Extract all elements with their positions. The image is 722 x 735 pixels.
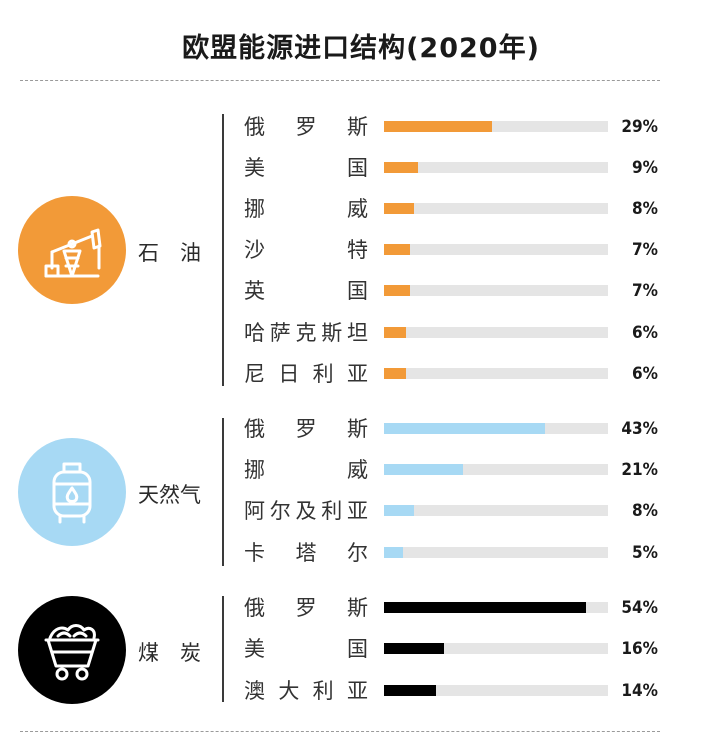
bar-track <box>384 547 608 558</box>
value-label: 6% <box>632 323 658 343</box>
bar-row: 阿尔及利亚 8% <box>0 499 722 523</box>
value-label: 21% <box>621 460 658 480</box>
bar-track <box>384 505 608 516</box>
bar-track <box>384 643 608 654</box>
value-label: 29% <box>621 117 658 137</box>
bar-row: 挪威 8% <box>0 197 722 221</box>
value-label: 6% <box>632 364 658 384</box>
value-label: 16% <box>621 639 658 659</box>
bar-fill <box>384 285 410 296</box>
gas-bracket-line <box>222 418 224 566</box>
coal-bracket-line <box>222 596 224 702</box>
country-label: 卡塔尔 <box>244 541 368 565</box>
country-label: 尼日利亚 <box>244 362 368 386</box>
bar-row: 尼日利亚 6% <box>0 362 722 386</box>
group-label-coal: 煤 炭 <box>138 641 201 665</box>
bar-row: 英国 7% <box>0 279 722 303</box>
bar-row: 俄罗斯 54% <box>0 596 722 620</box>
bar-track <box>384 464 608 475</box>
bar-fill <box>384 505 414 516</box>
gas-circle <box>18 438 126 546</box>
country-label: 沙特 <box>244 238 368 262</box>
country-label: 俄罗斯 <box>244 596 368 620</box>
gas-cylinder-icon <box>52 462 92 524</box>
bar-track <box>384 162 608 173</box>
bar-track <box>384 423 608 434</box>
value-label: 43% <box>621 419 658 439</box>
bar-fill <box>384 244 410 255</box>
bar-fill <box>384 685 436 696</box>
bar-fill <box>384 203 414 214</box>
value-label: 7% <box>632 281 658 301</box>
country-label: 美国 <box>244 156 368 180</box>
value-label: 8% <box>632 199 658 219</box>
bar-fill <box>384 162 418 173</box>
chart-title: 欧盟能源进口结构(2020年) <box>182 33 540 64</box>
value-label: 14% <box>621 681 658 701</box>
country-label: 英国 <box>244 279 368 303</box>
bar-row: 俄罗斯 29% <box>0 115 722 139</box>
bar-row: 哈萨克斯坦 6% <box>0 321 722 345</box>
value-label: 5% <box>632 543 658 563</box>
bar-fill <box>384 643 444 654</box>
bar-row: 美国 16% <box>0 637 722 661</box>
value-label: 9% <box>632 158 658 178</box>
country-label: 美国 <box>244 637 368 661</box>
bar-row: 俄罗斯 43% <box>0 417 722 441</box>
bar-track <box>384 244 608 255</box>
coal-circle <box>18 596 126 704</box>
bar-fill <box>384 368 406 379</box>
bar-track <box>384 685 608 696</box>
bar-fill <box>384 547 403 558</box>
bar-track <box>384 203 608 214</box>
bar-track <box>384 327 608 338</box>
country-label: 俄罗斯 <box>244 115 368 139</box>
bar-track <box>384 368 608 379</box>
country-label: 哈萨克斯坦 <box>244 321 368 345</box>
bar-fill <box>384 423 545 434</box>
country-label: 俄罗斯 <box>244 417 368 441</box>
oil-bracket-line <box>222 114 224 386</box>
bar-fill <box>384 464 463 475</box>
bar-row: 挪威 21% <box>0 458 722 482</box>
coal-cart-icon <box>44 624 100 681</box>
divider-top <box>20 80 660 81</box>
bar-row: 卡塔尔 5% <box>0 541 722 565</box>
oil-circle <box>18 196 126 304</box>
divider-bottom <box>20 731 660 732</box>
bar-row: 美国 9% <box>0 156 722 180</box>
bar-track <box>384 602 608 613</box>
bar-track <box>384 285 608 296</box>
country-label: 澳大利亚 <box>244 679 368 703</box>
bar-row: 澳大利亚 14% <box>0 679 722 703</box>
bar-row: 沙特 7% <box>0 238 722 262</box>
country-label: 阿尔及利亚 <box>244 499 368 523</box>
group-label-oil: 石 油 <box>138 241 201 265</box>
bar-track <box>384 121 608 132</box>
value-label: 54% <box>621 598 658 618</box>
group-label-gas: 天然气 <box>138 483 201 507</box>
bar-fill <box>384 602 586 613</box>
oil-pump-icon <box>44 228 102 278</box>
value-label: 8% <box>632 501 658 521</box>
bar-fill <box>384 327 406 338</box>
value-label: 7% <box>632 240 658 260</box>
country-label: 挪威 <box>244 458 368 482</box>
bar-fill <box>384 121 492 132</box>
country-label: 挪威 <box>244 197 368 221</box>
